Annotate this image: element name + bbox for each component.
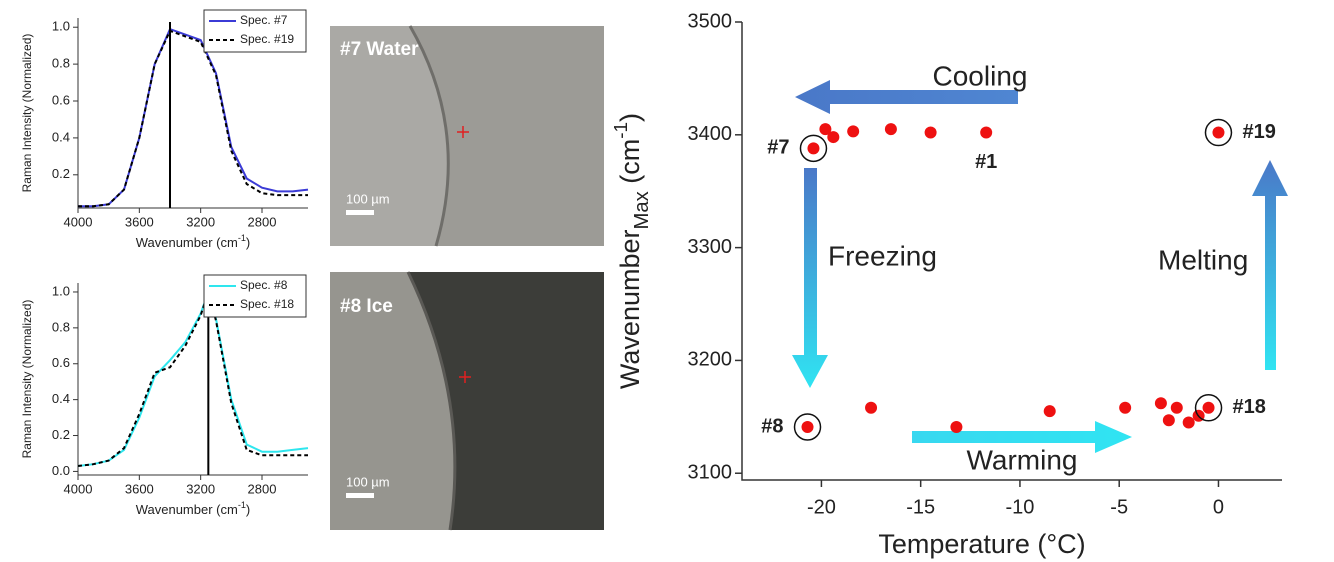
point bbox=[802, 421, 814, 433]
label-part: (cm bbox=[615, 139, 645, 191]
y-axis-label: Raman Intensity (Normalized) bbox=[20, 34, 34, 193]
x-tick-label: -20 bbox=[807, 496, 836, 518]
legend-label: Spec. #8 bbox=[240, 278, 288, 292]
y-tick-label: 0.4 bbox=[52, 129, 70, 144]
label-part: Wavenumber (cm bbox=[136, 502, 238, 517]
micrograph-label: #8 Ice bbox=[340, 296, 393, 317]
x-tick-label: -10 bbox=[1005, 496, 1034, 518]
x-tick-label: 4000 bbox=[64, 481, 93, 496]
y-tick-label: 0.2 bbox=[52, 166, 70, 181]
point-label: #8 bbox=[761, 415, 783, 437]
y-tick-label: 0.0 bbox=[52, 463, 70, 478]
label-part: Wavenumber (cm bbox=[136, 235, 238, 250]
y-tick-label: 0.4 bbox=[52, 391, 70, 406]
point bbox=[1155, 397, 1167, 409]
point bbox=[1171, 402, 1183, 414]
annotation: Melting bbox=[1158, 244, 1248, 275]
melting-arrow bbox=[1252, 160, 1288, 370]
x-axis-label: Wavenumber (cm-1) bbox=[136, 500, 251, 517]
freezing-arrow bbox=[792, 168, 828, 388]
y-tick-label: 3400 bbox=[688, 123, 733, 145]
micrograph-ice: #8 Ice 100 µm bbox=[330, 272, 604, 530]
point bbox=[1119, 402, 1131, 414]
label-part: -1 bbox=[611, 122, 632, 139]
micrograph-label: #7 Water bbox=[340, 39, 419, 60]
point-label: #18 bbox=[1233, 396, 1266, 418]
x-tick-label: 2800 bbox=[248, 481, 277, 496]
spectrum-line bbox=[78, 292, 308, 466]
y-tick-label: 3200 bbox=[688, 349, 733, 371]
point-label: #19 bbox=[1242, 121, 1275, 143]
y-axis-label: Raman Intensity (Normalized) bbox=[20, 300, 34, 459]
point bbox=[980, 127, 992, 139]
x-tick-label: 3200 bbox=[186, 481, 215, 496]
spectrum-line bbox=[78, 31, 308, 206]
y-tick-label: 3500 bbox=[688, 10, 733, 32]
point bbox=[1183, 416, 1195, 428]
x-axis-label: Wavenumber (cm-1) bbox=[136, 233, 251, 250]
x-tick-label: 2800 bbox=[248, 214, 277, 229]
y-tick-label: 3100 bbox=[688, 462, 733, 484]
scale-bar-label: 100 µm bbox=[346, 474, 390, 489]
label-part: -1 bbox=[238, 233, 246, 243]
legend-label: Spec. #19 bbox=[240, 32, 294, 46]
y-tick-label: 1.0 bbox=[52, 19, 70, 34]
label-part: ) bbox=[615, 113, 645, 122]
legend-label: Spec. #7 bbox=[240, 13, 288, 27]
label-part: ) bbox=[246, 502, 250, 517]
label-part: Max bbox=[631, 191, 653, 229]
point-label: #1 bbox=[975, 151, 997, 173]
x-tick-label: 3600 bbox=[125, 481, 154, 496]
x-tick-label: -15 bbox=[906, 496, 935, 518]
annotation: Freezing bbox=[828, 240, 937, 271]
point bbox=[865, 402, 877, 414]
point bbox=[1163, 414, 1175, 426]
point-label: #7 bbox=[767, 137, 789, 159]
label-part: -1 bbox=[238, 500, 246, 510]
spectrum-line bbox=[78, 29, 308, 206]
legend-label: Spec. #18 bbox=[240, 297, 294, 311]
x-tick-label: 0 bbox=[1213, 496, 1224, 518]
y-tick-label: 0.2 bbox=[52, 427, 70, 442]
y-tick-label: 1.0 bbox=[52, 283, 70, 298]
y-tick-label: 3300 bbox=[688, 236, 733, 258]
page: #7 Water 100 µm #8 Ice 100 µm Cooling Fr… bbox=[0, 0, 1334, 562]
label-part: ) bbox=[246, 235, 250, 250]
label-part: Wavenumber bbox=[615, 229, 645, 389]
point bbox=[1212, 127, 1224, 139]
point bbox=[925, 127, 937, 139]
annotation: Warming bbox=[967, 444, 1078, 475]
y-tick-label: 0.6 bbox=[52, 355, 70, 370]
x-tick-label: 3200 bbox=[186, 214, 215, 229]
spectrum-line bbox=[78, 292, 308, 466]
point bbox=[807, 142, 819, 154]
point bbox=[847, 125, 859, 137]
x-axis-label: Temperature (°C) bbox=[878, 529, 1085, 559]
annotation: Cooling bbox=[933, 60, 1028, 91]
point bbox=[1044, 405, 1056, 417]
y-tick-label: 0.8 bbox=[52, 56, 70, 71]
point bbox=[1203, 402, 1215, 414]
y-axis-label: WavenumberMax (cm-1) bbox=[611, 113, 654, 389]
x-tick-label: -5 bbox=[1110, 496, 1128, 518]
x-tick-label: 4000 bbox=[64, 214, 93, 229]
y-tick-label: 0.6 bbox=[52, 92, 70, 107]
scale-bar-label: 100 µm bbox=[346, 191, 390, 206]
point bbox=[950, 421, 962, 433]
point bbox=[819, 123, 831, 135]
micrograph-water: #7 Water 100 µm bbox=[330, 26, 604, 246]
y-tick-label: 0.8 bbox=[52, 319, 70, 334]
figure: #7 Water 100 µm #8 Ice 100 µm Cooling Fr… bbox=[0, 0, 1334, 562]
x-tick-label: 3600 bbox=[125, 214, 154, 229]
point bbox=[885, 123, 897, 135]
